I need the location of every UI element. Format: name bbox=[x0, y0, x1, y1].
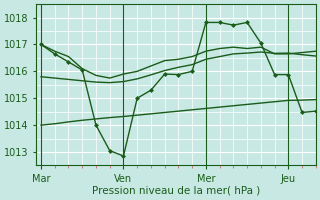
X-axis label: Pression niveau de la mer( hPa ): Pression niveau de la mer( hPa ) bbox=[92, 186, 260, 196]
